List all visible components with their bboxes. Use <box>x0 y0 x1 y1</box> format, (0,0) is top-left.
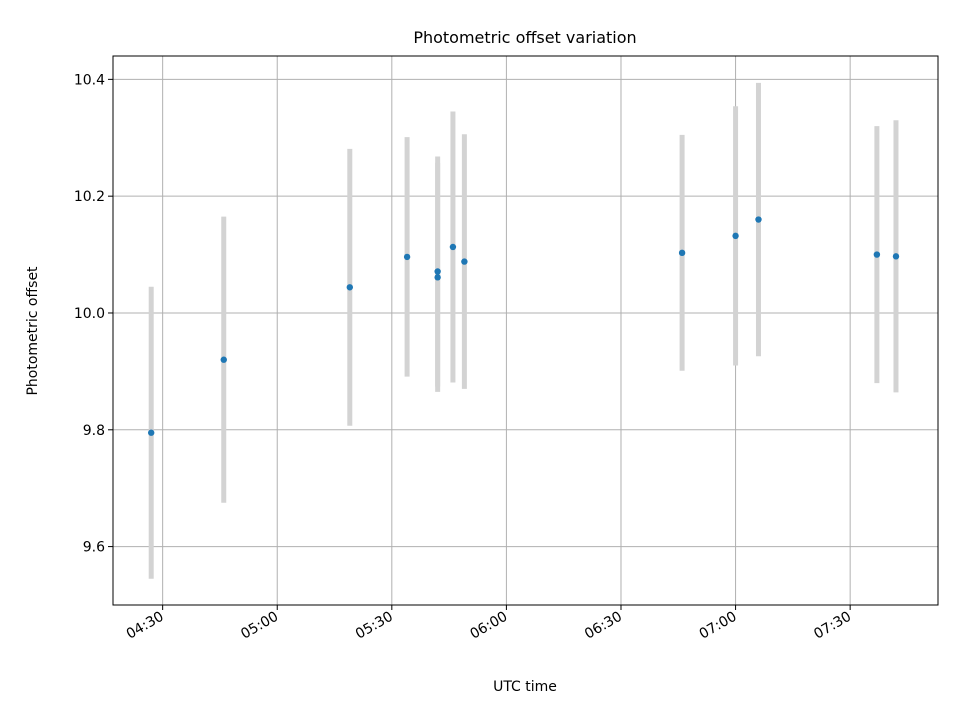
x-tick-label: 07:30 <box>811 609 854 643</box>
data-point <box>755 216 762 223</box>
y-tick-label: 10.0 <box>74 306 105 322</box>
error-bars <box>148 82 899 579</box>
data-point <box>434 268 441 275</box>
y-tick-label: 10.4 <box>74 72 105 88</box>
x-tick-label: 05:00 <box>238 609 281 643</box>
data-point <box>461 258 468 265</box>
data-point <box>220 356 227 363</box>
plot-frame <box>112 55 939 606</box>
y-tick-label: 9.8 <box>83 423 105 439</box>
data-point <box>147 429 155 436</box>
x-axis-label: UTC time <box>493 679 557 695</box>
x-tick-label: 06:30 <box>582 609 625 643</box>
y-tick-label: 10.2 <box>74 189 105 205</box>
data-point <box>434 274 441 281</box>
data-point <box>403 253 411 261</box>
grid <box>113 56 938 605</box>
data-point <box>732 232 739 240</box>
y-tick-label: 9.6 <box>83 540 105 556</box>
data-point <box>449 243 457 251</box>
y-axis-label: Photometric offset <box>25 266 41 396</box>
data-point <box>873 251 881 258</box>
x-tick-label: 06:00 <box>467 609 510 643</box>
chart-title: Photometric offset variation <box>413 28 636 47</box>
x-tick-label: 07:00 <box>697 609 740 643</box>
x-tick-label: 05:30 <box>353 609 396 643</box>
data-points <box>147 216 900 436</box>
x-tick-label: 04:30 <box>124 609 167 643</box>
data-point <box>346 284 354 291</box>
data-point <box>678 249 686 257</box>
data-point <box>892 253 900 260</box>
